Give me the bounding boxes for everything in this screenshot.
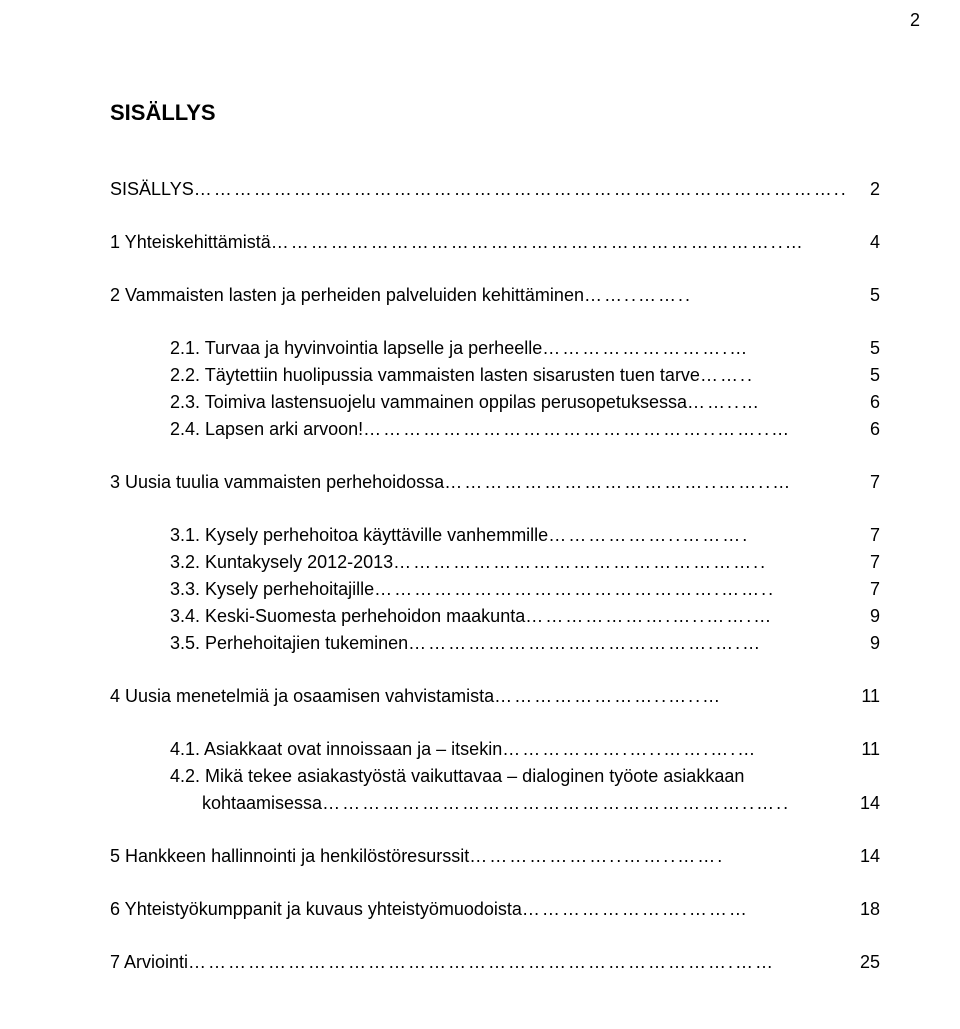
toc-entry: 2.1. Turvaa ja hyvinvointia lapselle ja … [170,335,880,362]
toc-entry-page: 9 [868,630,880,657]
toc-entry-label: 3.3. Kysely perhehoitajille [170,576,374,603]
toc-entry-leader: ……………………….… [542,335,868,362]
toc-entry-page: 14 [858,790,880,817]
toc-entry-label: 3.4. Keski-Suomesta perhehoidon maakunta [170,603,525,630]
toc-entry-label: 3.1. Kysely perhehoitoa käyttäville vanh… [170,522,548,549]
toc-entry-leader: …………………….……… [522,896,858,923]
toc-entry: 4.2. Mikä tekee asiakastyöstä vaikuttava… [170,763,880,790]
toc-entry: 7 Arviointi……………………………………………………………………….…… [110,949,880,976]
toc-entry-leader: …………………………………………………………………..… [271,229,868,256]
toc-entry-label: 4.1. Asiakkaat ovat innoissaan ja – itse… [170,736,502,763]
document-page: 2 SISÄLLYS SISÄLLYS………………………………………………………… [0,0,960,1029]
toc-entry: kohtaamisessa………………………………………………………..…..1… [202,790,880,817]
toc-entry-leader: ……………………………………………………………………….…… [188,949,858,976]
toc-entry-leader: ………………………………………………………..….. [322,790,858,817]
toc-entry: 3.4. Keski-Suomesta perhehoidon maakunta… [170,603,880,630]
toc-entry: SISÄLLYS……………………………………………………………………………………… [110,176,880,203]
toc-entry-leader: ……………….…..…….….… [502,736,859,763]
toc-entry-page: 6 [868,389,880,416]
toc-entry: 2.4. Lapsen arki arvoon!…………………………………………… [170,416,880,443]
toc-entry-page: 18 [858,896,880,923]
toc-entry-label: 2.1. Turvaa ja hyvinvointia lapselle ja … [170,335,542,362]
toc-entry-leader: ……..… [687,389,868,416]
toc-entry-label: 6 Yhteistyökumppanit ja kuvaus yhteistyö… [110,896,522,923]
toc-entry-label: 7 Arviointi [110,949,188,976]
toc-entry-label: 5 Hankkeen hallinnointi ja henkilöstöres… [110,843,469,870]
toc-entry-label: 2.2. Täytettiin huolipussia vammaisten l… [170,362,700,389]
toc-entry-label: 1 Yhteiskehittämistä [110,229,271,256]
toc-entry: 2.2. Täytettiin huolipussia vammaisten l… [170,362,880,389]
toc-entry: 3.5. Perhehoitajien tukeminen……………………………… [170,630,880,657]
toc-entry-page: 5 [868,362,880,389]
toc-entry-label: 3.2. Kuntakysely 2012-2013 [170,549,393,576]
toc-entry-page: 7 [868,549,880,576]
toc-entry-page: 11 [859,683,880,710]
toc-entry-label: 2 Vammaisten lasten ja perheiden palvelu… [110,282,584,309]
toc-entry-page: 2 [868,176,880,203]
toc-entry-leader: …………………………………………….…….. [374,576,868,603]
toc-entry-page: 7 [868,469,880,496]
toc-entry-label: 4 Uusia menetelmiä ja osaamisen vahvista… [110,683,494,710]
toc-entry-page: 25 [858,949,880,976]
toc-entry: 4.1. Asiakkaat ovat innoissaan ja – itse… [170,736,880,763]
table-of-contents: SISÄLLYS……………………………………………………………………………………… [110,176,880,976]
toc-entry-leader: …………………………………..……..… [444,469,868,496]
toc-entry-page: 4 [868,229,880,256]
toc-entry-leader: …….. [700,362,868,389]
toc-entry-page: 14 [858,843,880,870]
toc-entry-leader: ……………………………………………….. [393,549,868,576]
toc-entry-label: 3 Uusia tuulia vammaisten perhehoidossa [110,469,444,496]
toc-entry-page: 6 [868,416,880,443]
toc-title: SISÄLLYS [110,100,880,126]
toc-entry-label: 4.2. Mikä tekee asiakastyöstä vaikuttava… [170,763,744,790]
toc-entry: 2.3. Toimiva lastensuojelu vammainen opp… [170,389,880,416]
toc-entry-page: 9 [868,603,880,630]
toc-entry: 1 Yhteiskehittämistä……………………………………………………… [110,229,880,256]
toc-entry-page: 5 [868,335,880,362]
toc-entry-leader: ……………………..…..… [494,683,859,710]
toc-entry: 3.1. Kysely perhehoitoa käyttäville vanh… [170,522,880,549]
toc-entry: 6 Yhteistyökumppanit ja kuvaus yhteistyö… [110,896,880,923]
toc-entry-leader: ……..…….. [584,282,868,309]
toc-entry-page: 7 [868,576,880,603]
toc-entry-page: 5 [868,282,880,309]
toc-entry-label: 2.3. Toimiva lastensuojelu vammainen opp… [170,389,687,416]
toc-entry-label: 2.4. Lapsen arki arvoon! [170,416,363,443]
toc-entry: 5 Hankkeen hallinnointi ja henkilöstöres… [110,843,880,870]
toc-entry-leader: ………………..………. [548,522,868,549]
toc-entry-leader: ………………….…..…….… [525,603,868,630]
toc-entry-label: SISÄLLYS [110,176,194,203]
toc-entry-leader: ……………………………………….….… [408,630,868,657]
toc-entry-leader: ……………………………………………..……..… [363,416,868,443]
toc-entry-page: 11 [859,736,880,763]
toc-entry: 3.2. Kuntakysely 2012-2013……………………………………… [170,549,880,576]
toc-entry-label: 3.5. Perhehoitajien tukeminen [170,630,408,657]
toc-entry-page: 7 [868,522,880,549]
toc-entry-leader: …………………………………………………………………………………….. [194,176,868,203]
page-content: SISÄLLYS SISÄLLYS……………………………………………………………… [110,100,880,976]
toc-entry: 3 Uusia tuulia vammaisten perhehoidossa…… [110,469,880,496]
toc-entry-label: kohtaamisessa [202,790,322,817]
toc-entry: 3.3. Kysely perhehoitajille…………………………………… [170,576,880,603]
toc-entry: 2 Vammaisten lasten ja perheiden palvelu… [110,282,880,309]
toc-entry: 4 Uusia menetelmiä ja osaamisen vahvista… [110,683,880,710]
page-number: 2 [910,10,920,31]
toc-entry-leader: …………………..……..……. [469,843,858,870]
